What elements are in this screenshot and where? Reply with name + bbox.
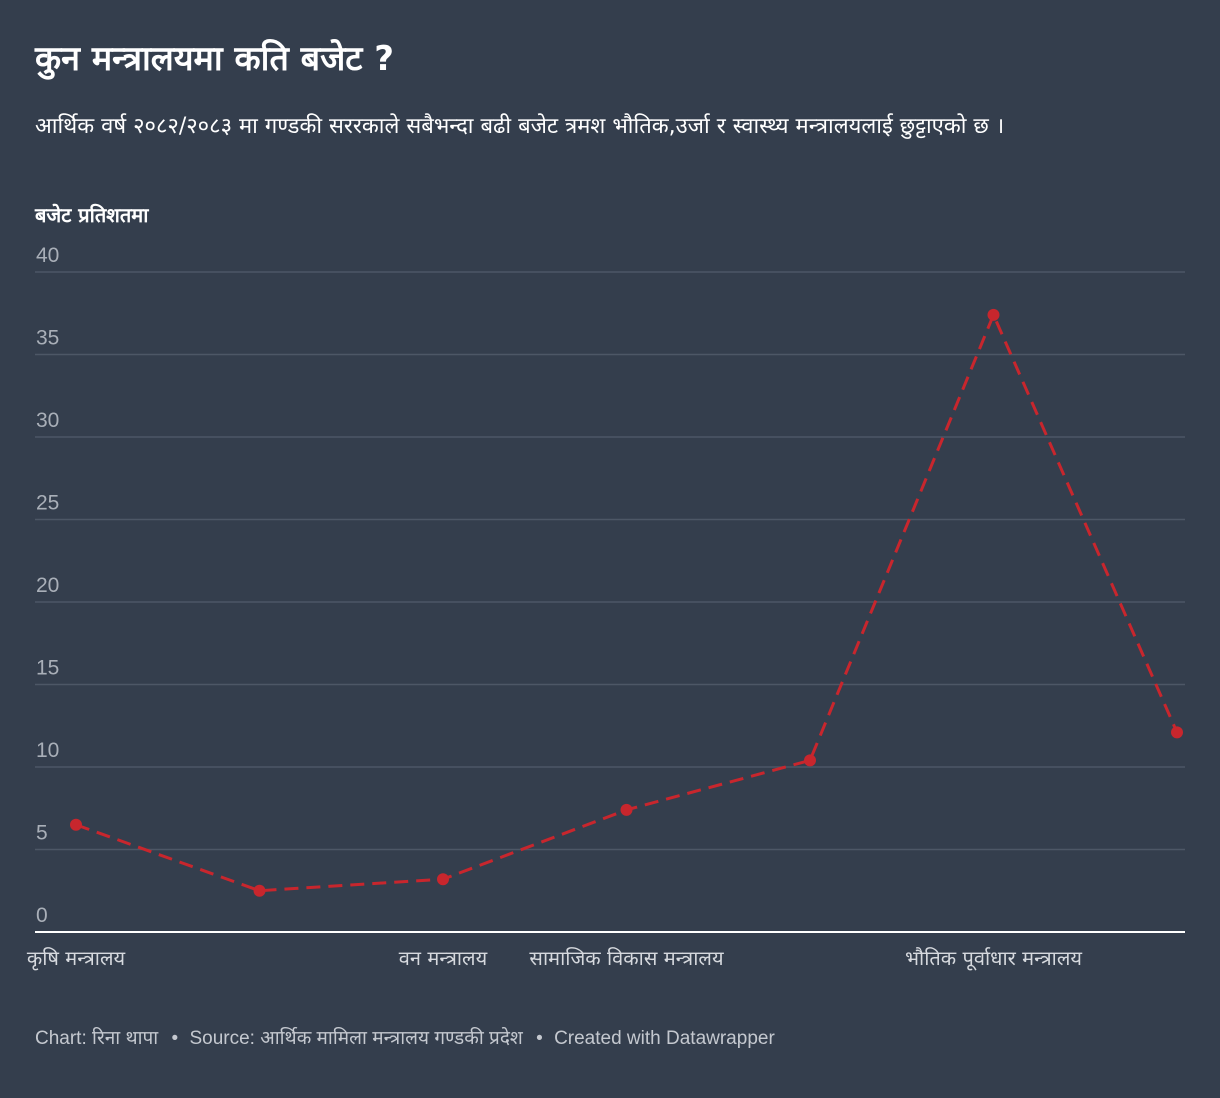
x-tick-label: भौतिक पूर्वाधार मन्त्रालय — [905, 946, 1082, 971]
line-chart: 0 5 10 15 20 25 30 35 40 कृषि मन्त्रालय वन मन्त्रा… — [27, 244, 1185, 971]
data-point — [620, 803, 633, 816]
data-point — [253, 884, 266, 897]
footer-separator: • — [536, 1028, 543, 1049]
x-tick-label: सामाजिक विकास मन्त्रालय — [529, 946, 724, 970]
y-tick-label: 25 — [36, 492, 59, 515]
chart-subtitle: आर्थिक वर्ष २०८२/२०८३ मा गण्डकी सररकाले … — [35, 114, 1005, 139]
data-point — [70, 818, 82, 831]
datawrapper-credit: Created with Datawrapper — [554, 1028, 775, 1049]
y-tick-label: 5 — [36, 822, 48, 845]
x-tick-label: वन मन्त्रालय — [399, 946, 488, 970]
footer-separator: • — [171, 1028, 179, 1049]
y-tick-label: 35 — [36, 327, 59, 350]
source-credit: Source: आर्थिक मामिला मन्त्रालय गण्डकी प… — [189, 1028, 523, 1049]
chart-credit: Chart: रिना थापा — [35, 1028, 159, 1049]
data-point — [1171, 726, 1183, 739]
data-point — [804, 754, 816, 767]
y-tick-label: 40 — [36, 244, 59, 267]
y-tick-label: 10 — [36, 739, 59, 762]
y-axis-title: बजेट प्रतिशतमा — [35, 203, 149, 227]
y-tick-label: 15 — [36, 657, 59, 680]
data-point — [437, 873, 449, 886]
data-point — [987, 308, 1000, 321]
y-tick-label: 0 — [36, 904, 48, 927]
chart-title: कुन मन्त्रालयमा कति बजेट ? — [35, 39, 394, 79]
x-tick-label: कृषि मन्त्रालय — [27, 946, 126, 971]
y-tick-label: 30 — [36, 409, 59, 432]
y-tick-label: 20 — [36, 574, 59, 597]
chart-footer: Chart: रिना थापा • Source: आर्थिक मामिला… — [35, 1024, 775, 1050]
